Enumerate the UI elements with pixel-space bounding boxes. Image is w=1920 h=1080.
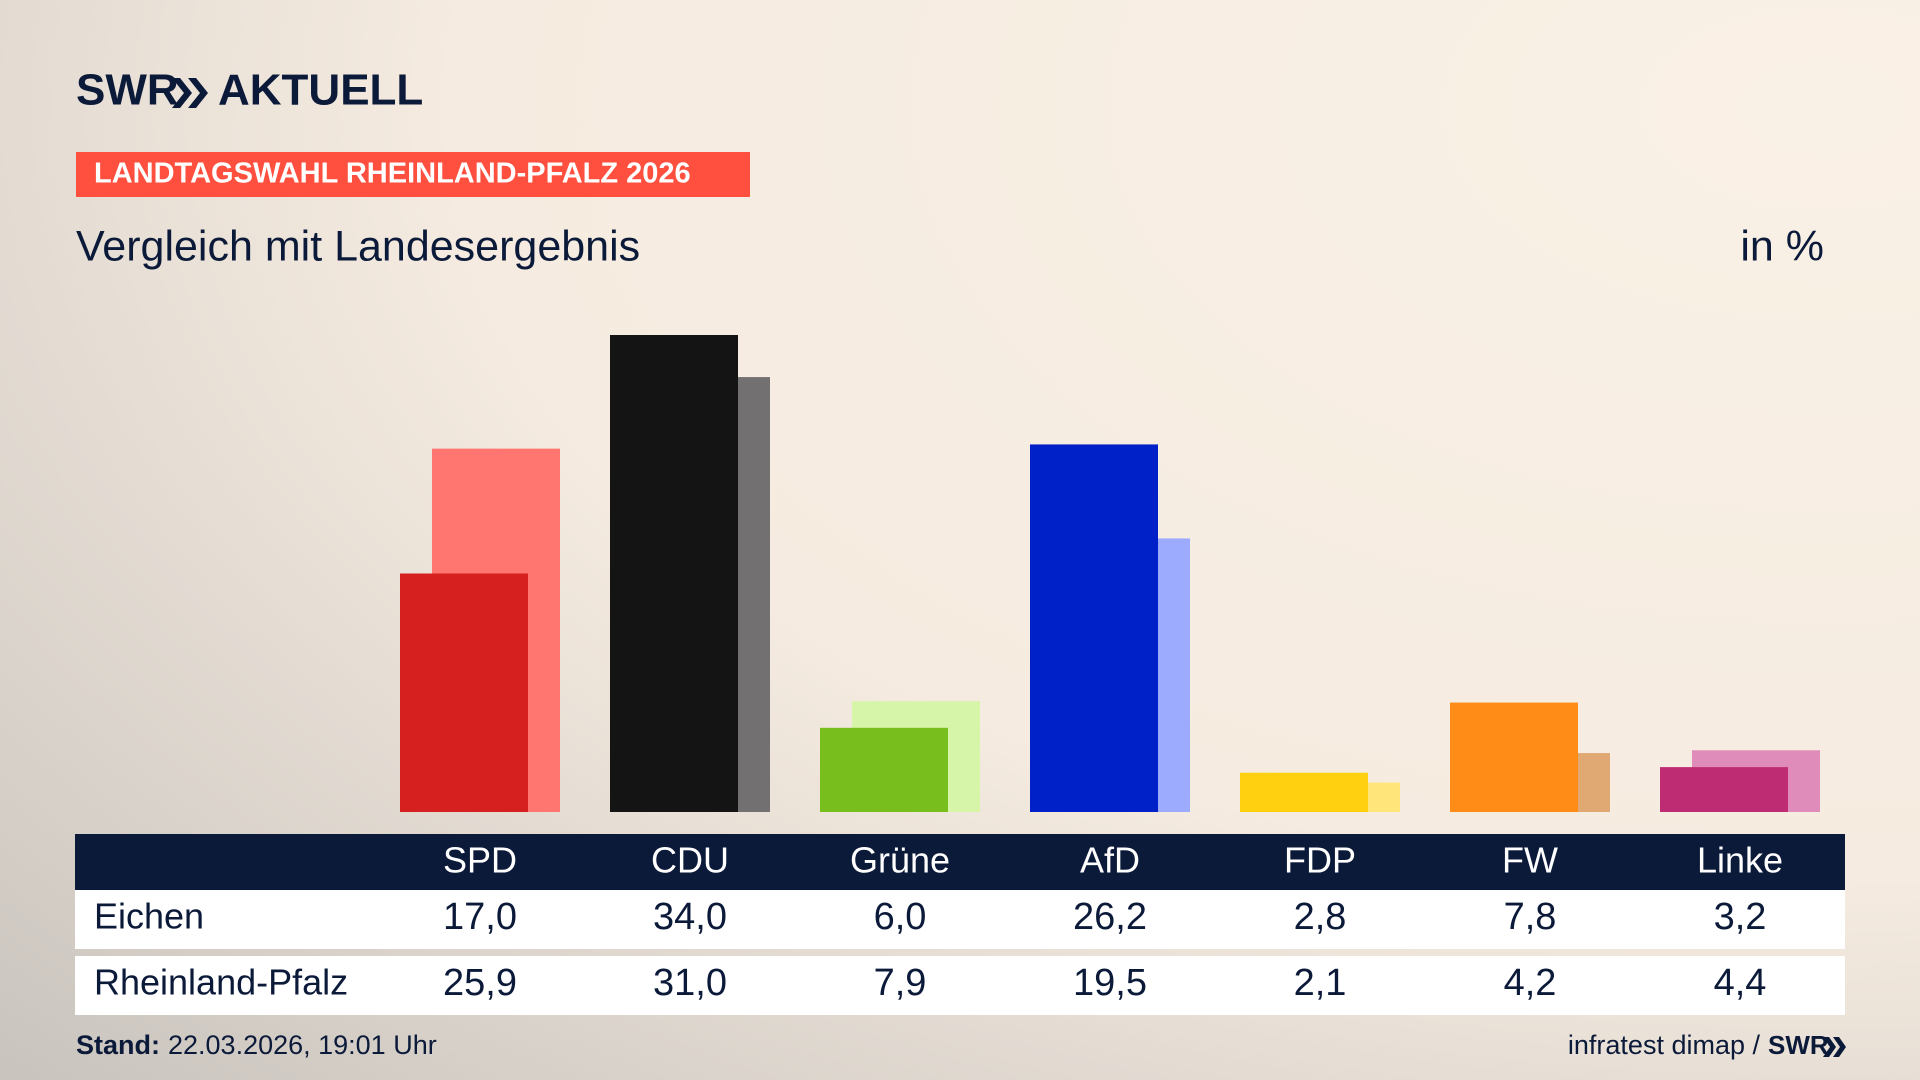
category-label: FDP — [1284, 840, 1356, 881]
badge-background — [76, 152, 750, 197]
category-label: SPD — [443, 840, 517, 881]
table-header — [75, 834, 1845, 890]
chart-title: Vergleich mit Landesergebnis — [76, 222, 640, 270]
value-label: 6,0 — [874, 896, 927, 938]
bar — [820, 727, 948, 812]
bar — [400, 573, 528, 812]
value-label: 26,2 — [1073, 896, 1147, 938]
category-label: FW — [1502, 840, 1558, 881]
value-label: 19,5 — [1073, 962, 1147, 1004]
bar — [1240, 772, 1368, 812]
category-label: AfD — [1080, 840, 1140, 881]
value-label: 31,0 — [653, 962, 727, 1004]
bar — [1660, 767, 1788, 812]
category-label: Linke — [1697, 840, 1783, 881]
logo-swr: SWR — [76, 66, 179, 115]
value-label: 4,2 — [1504, 962, 1557, 1004]
brand-chevrons — [1823, 1037, 1846, 1057]
badge: LANDTAGSWAHL RHEINLAND-PFALZ 2026 — [94, 158, 691, 190]
bar — [1450, 702, 1578, 812]
value-label: 34,0 — [653, 896, 727, 938]
value-label: 25,9 — [443, 962, 517, 1004]
category-label: Grüne — [850, 840, 950, 881]
value-label: 2,8 — [1294, 896, 1347, 938]
value-label: 7,8 — [1504, 896, 1557, 938]
row-label: Rheinland-Pfalz — [94, 962, 348, 1003]
category-label: CDU — [651, 840, 729, 881]
source: infratest dimap / — [1568, 1030, 1761, 1060]
bar — [1030, 444, 1158, 812]
row-label: Eichen — [94, 896, 204, 937]
stand: 22.03.2026, 19:01 Uhr — [168, 1030, 437, 1060]
value-label: 17,0 — [443, 896, 517, 938]
value-label: 7,9 — [874, 962, 927, 1004]
bar — [610, 335, 738, 812]
table-row — [75, 956, 1845, 1015]
logo-chevrons — [172, 78, 208, 108]
value-label: 4,4 — [1714, 962, 1767, 1004]
unit-label: in % — [1740, 222, 1824, 270]
stand-label: Stand: — [76, 1030, 160, 1060]
table-row — [75, 890, 1845, 949]
value-label: 2,1 — [1294, 962, 1347, 1004]
value-label: 3,2 — [1714, 896, 1767, 938]
logo-aktuell: AKTUELL — [218, 66, 423, 115]
brand: SWR — [1768, 1030, 1829, 1060]
